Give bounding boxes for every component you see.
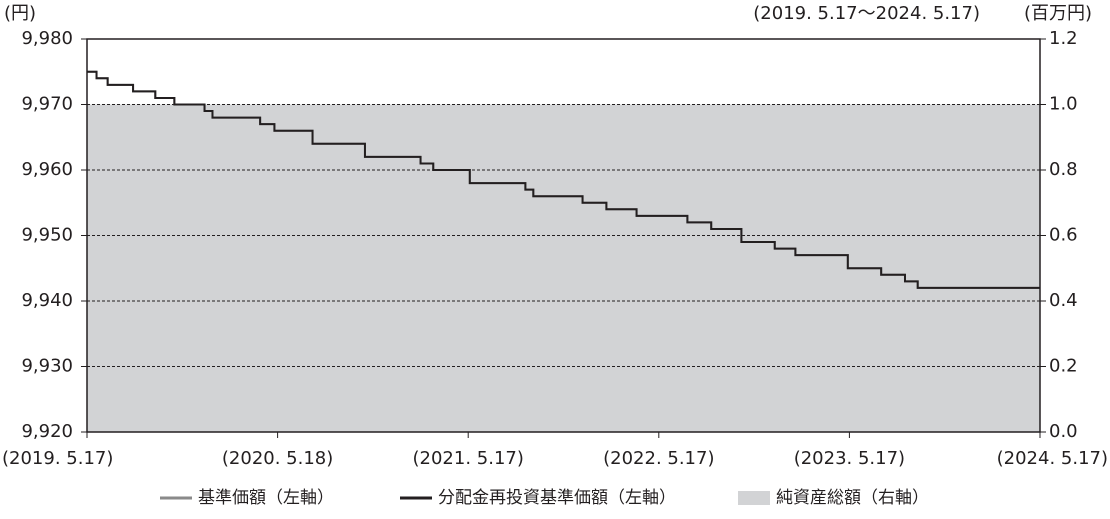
- right-unit: (百万円): [1024, 3, 1092, 24]
- legend-label: 分配金再投資基準価額（左軸）: [438, 488, 676, 508]
- y-tick-label: 9,980: [21, 28, 73, 49]
- y-tick-label: 9,920: [21, 421, 73, 442]
- x-tick-label: (2024. 5.17): [997, 448, 1108, 469]
- y2-tick-label: 0.8: [1049, 159, 1078, 180]
- y2-tick-label: 0.2: [1049, 356, 1078, 377]
- legend-label: 純資産総額（右軸）: [776, 488, 929, 508]
- x-tick-label: (2021. 5.17): [413, 448, 524, 469]
- line: [87, 70, 1040, 289]
- x-tick-label: (2022. 5.17): [603, 448, 714, 469]
- y-tick-label: 9,950: [21, 225, 73, 246]
- x-tick-label: (2019. 5.17): [2, 448, 113, 469]
- y-tick-label: 9,960: [21, 159, 73, 180]
- y-tick-label: 9,970: [21, 94, 73, 115]
- y-tick-label: 9,930: [21, 356, 73, 377]
- y2-tick-label: 1.0: [1049, 94, 1078, 115]
- y2-tick-label: 0.0: [1049, 421, 1078, 442]
- area: [87, 104, 1040, 432]
- x-tick-label: (2020. 5.18): [222, 448, 333, 469]
- y-tick-label: 9,940: [21, 290, 73, 311]
- plot-frame: [86, 38, 1041, 433]
- left-unit: (円): [4, 3, 36, 24]
- x-tick-label: (2023. 5.17): [794, 448, 905, 469]
- y2-tick-label: 1.2: [1049, 28, 1078, 49]
- y2-tick-label: 0.6: [1049, 225, 1078, 246]
- legend-swatch: [738, 491, 770, 505]
- legend-label: 基準価額（左軸）: [198, 488, 334, 508]
- period: (2019. 5.17～2024. 5.17): [753, 3, 980, 24]
- y2-tick-label: 0.4: [1049, 290, 1078, 311]
